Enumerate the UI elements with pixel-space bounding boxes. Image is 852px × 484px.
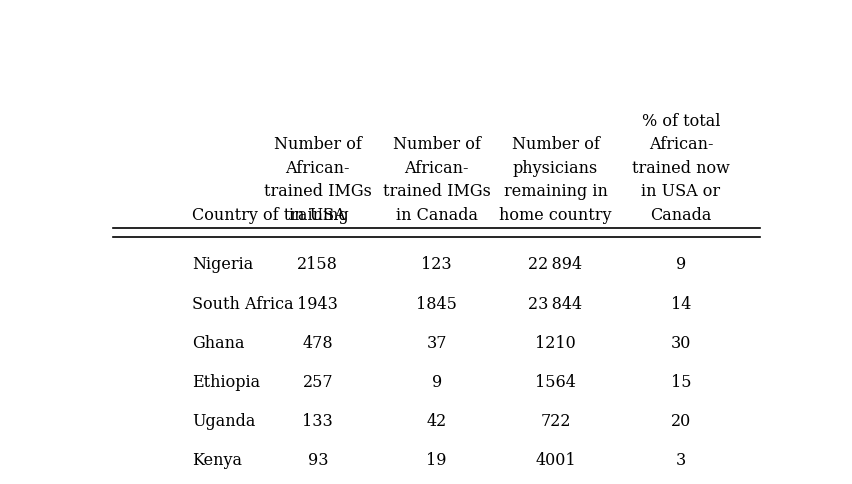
Text: 22 894: 22 894 bbox=[528, 257, 583, 273]
Text: 42: 42 bbox=[427, 413, 446, 430]
Text: 19: 19 bbox=[426, 452, 447, 469]
Text: 2158: 2158 bbox=[297, 257, 338, 273]
Text: Country of training: Country of training bbox=[193, 207, 349, 224]
Text: 20: 20 bbox=[671, 413, 691, 430]
Text: Number of
African-
trained IMGs
in USA: Number of African- trained IMGs in USA bbox=[264, 136, 371, 224]
Text: 1845: 1845 bbox=[417, 296, 457, 313]
Text: 478: 478 bbox=[302, 334, 333, 352]
Text: 3: 3 bbox=[676, 452, 686, 469]
Text: 1943: 1943 bbox=[297, 296, 338, 313]
Text: 1564: 1564 bbox=[535, 374, 576, 391]
Text: Kenya: Kenya bbox=[193, 452, 242, 469]
Text: Ethiopia: Ethiopia bbox=[193, 374, 261, 391]
Text: Number of
physicians
remaining in
home country: Number of physicians remaining in home c… bbox=[499, 136, 612, 224]
Text: 9: 9 bbox=[676, 257, 686, 273]
Text: Ghana: Ghana bbox=[193, 334, 245, 352]
Text: 9: 9 bbox=[431, 374, 442, 391]
Text: 37: 37 bbox=[426, 334, 447, 352]
Text: 30: 30 bbox=[671, 334, 691, 352]
Text: 722: 722 bbox=[540, 413, 571, 430]
Text: 257: 257 bbox=[302, 374, 333, 391]
Text: Nigeria: Nigeria bbox=[193, 257, 254, 273]
Text: South Africa: South Africa bbox=[193, 296, 294, 313]
Text: 1210: 1210 bbox=[535, 334, 576, 352]
Text: 123: 123 bbox=[422, 257, 452, 273]
Text: Number of
African-
trained IMGs
in Canada: Number of African- trained IMGs in Canad… bbox=[383, 136, 491, 224]
Text: Uganda: Uganda bbox=[193, 413, 256, 430]
Text: 15: 15 bbox=[671, 374, 691, 391]
Text: % of total
African-
trained now
in USA or
Canada: % of total African- trained now in USA o… bbox=[632, 113, 730, 224]
Text: 23 844: 23 844 bbox=[528, 296, 583, 313]
Text: 133: 133 bbox=[302, 413, 333, 430]
Text: 14: 14 bbox=[671, 296, 691, 313]
Text: 4001: 4001 bbox=[535, 452, 576, 469]
Text: 93: 93 bbox=[308, 452, 328, 469]
